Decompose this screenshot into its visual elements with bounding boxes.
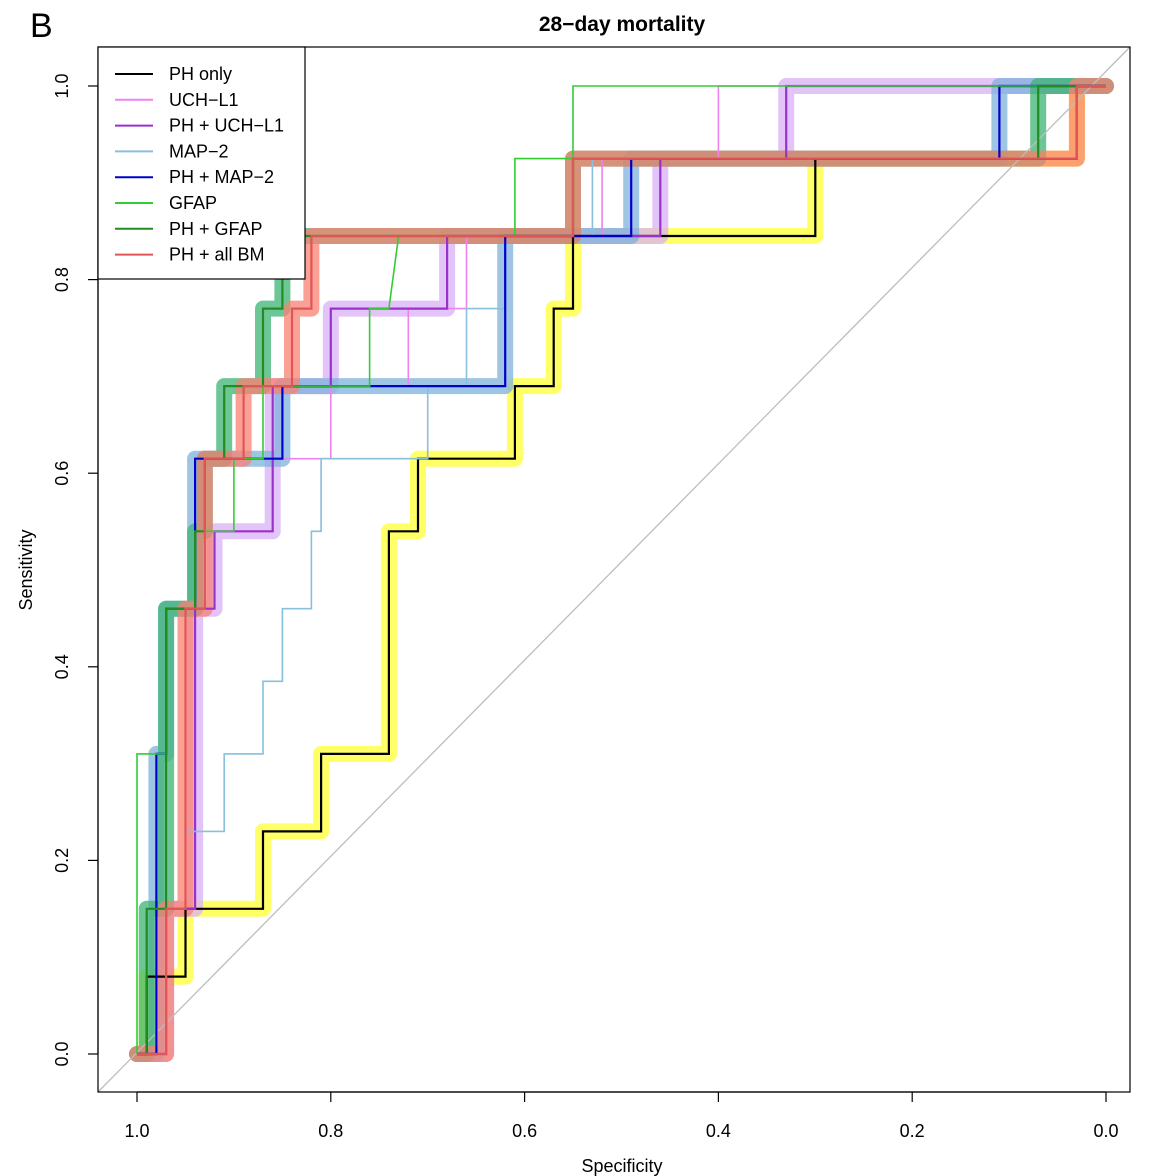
legend-label: UCH−L1 bbox=[169, 90, 239, 110]
y-tick-label: 0.4 bbox=[52, 654, 72, 679]
chart-title: 28−day mortality bbox=[539, 13, 706, 36]
y-tick-label: 0.8 bbox=[52, 267, 72, 292]
y-tick-label: 1.0 bbox=[52, 73, 72, 98]
line-ph-only bbox=[137, 84, 1106, 1056]
x-tick-label: 0.8 bbox=[318, 1121, 343, 1141]
roc-lines bbox=[136, 84, 1106, 1056]
legend-label: GFAP bbox=[169, 193, 217, 213]
legend: PH only UCH−L1 PH + UCH−L1 MAP−2 PH + MAP−2 G… bbox=[97, 46, 306, 280]
y-axis: 0.0 0.2 0.4 0.6 0.8 1.0 bbox=[52, 73, 99, 1067]
legend-label: PH + UCH−L1 bbox=[169, 116, 284, 136]
legend-item-uch-l1: UCH−L1 bbox=[115, 90, 239, 110]
y-axis-label: Sensitivity bbox=[16, 529, 36, 610]
y-tick-label: 0.6 bbox=[52, 461, 72, 486]
legend-item-ph-all-bm: PH + all BM bbox=[115, 245, 265, 265]
legend-item-map-2: MAP−2 bbox=[115, 141, 229, 161]
legend-item-ph-only: PH only bbox=[115, 64, 232, 84]
x-tick-label: 1.0 bbox=[124, 1121, 149, 1141]
legend-label: PH + GFAP bbox=[169, 219, 263, 239]
line-ph-all-bm bbox=[137, 84, 1106, 1056]
legend-label: PH + all BM bbox=[169, 245, 265, 265]
x-tick-label: 0.4 bbox=[706, 1121, 731, 1141]
x-axis-label: Specificity bbox=[581, 1156, 662, 1176]
legend-label: MAP−2 bbox=[169, 141, 229, 161]
x-tick-label: 0.2 bbox=[900, 1121, 925, 1141]
panel-label: B bbox=[30, 7, 53, 45]
x-tick-label: 0.0 bbox=[1093, 1121, 1118, 1141]
x-tick-label: 0.6 bbox=[512, 1121, 537, 1141]
legend-label: PH only bbox=[169, 64, 232, 84]
reference-diagonal bbox=[97, 46, 1131, 1093]
legend-item-gfap: GFAP bbox=[115, 193, 217, 213]
legend-label: PH + MAP−2 bbox=[169, 167, 274, 187]
x-axis: 1.0 0.8 0.6 0.4 0.2 0.0 bbox=[124, 1091, 1119, 1141]
y-tick-label: 0.2 bbox=[52, 848, 72, 873]
legend-item-ph-map-2: PH + MAP−2 bbox=[115, 167, 274, 187]
legend-box bbox=[97, 46, 306, 280]
legend-item-ph-gfap: PH + GFAP bbox=[115, 219, 263, 239]
y-tick-label: 0.0 bbox=[52, 1041, 72, 1066]
chance-line bbox=[97, 46, 1131, 1093]
legend-item-ph-uch-l1: PH + UCH−L1 bbox=[115, 116, 284, 136]
